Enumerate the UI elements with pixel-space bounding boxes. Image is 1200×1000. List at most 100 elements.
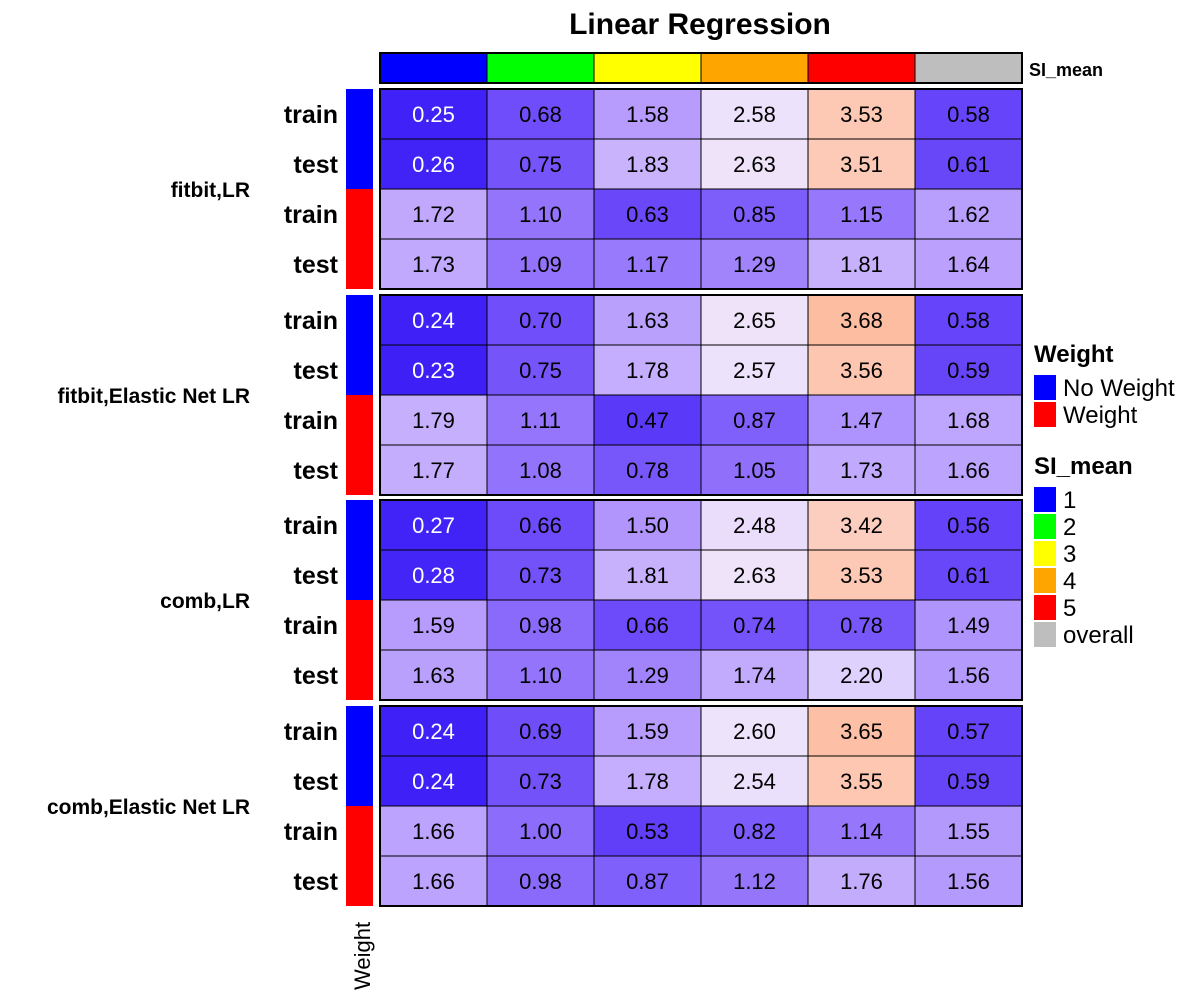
cell-value-label: 0.58	[947, 102, 990, 127]
weight-annotation-cell	[346, 445, 373, 495]
heatmap-cell	[593, 188, 702, 240]
cell-value-label: 1.55	[947, 819, 990, 844]
row-label: test	[294, 868, 339, 896]
heatmap-cell	[379, 394, 488, 446]
cell-value-label: 0.27	[412, 513, 455, 538]
cell-value-label: 1.66	[947, 458, 990, 483]
cell-value-label: 0.58	[947, 308, 990, 333]
cell-value-label: 1.58	[626, 102, 669, 127]
cell-value-label: 1.56	[947, 663, 990, 688]
column-annotation-label: SI_mean	[1029, 60, 1103, 80]
weight-annotation-cell	[346, 706, 373, 756]
cell-value-label: 0.78	[840, 613, 883, 638]
cell-value-label: 3.51	[840, 152, 883, 177]
weight-annotation-cell	[346, 239, 373, 289]
heatmap-cell	[379, 705, 488, 757]
group-label: fitbit,LR	[171, 179, 250, 202]
cell-value-label: 0.57	[947, 719, 990, 744]
weight-annotation-cell	[346, 650, 373, 700]
legend-item-label: No Weight	[1063, 375, 1175, 402]
cell-value-label: 0.56	[947, 513, 990, 538]
heatmap-cell	[700, 444, 809, 496]
legend-swatch	[1034, 375, 1056, 400]
row-label: train	[284, 718, 338, 746]
cell-value-label: 3.68	[840, 308, 883, 333]
cell-value-label: 1.63	[412, 663, 455, 688]
si-mean-column-annotation	[379, 52, 1023, 84]
cell-value-label: 2.20	[840, 663, 883, 688]
weight-annotation-cell	[346, 189, 373, 239]
cell-value-label: 0.75	[519, 358, 562, 383]
group-border	[379, 88, 1023, 290]
cell-value-label: 1.50	[626, 513, 669, 538]
cell-value-label: 1.17	[626, 252, 669, 277]
group-label: comb,LR	[160, 590, 250, 613]
cell-value-label: 1.10	[519, 202, 562, 227]
cell-value-label: 1.29	[626, 663, 669, 688]
cell-value-label: 0.82	[733, 819, 776, 844]
heatmap-cell	[593, 549, 702, 601]
heatmap-cell	[700, 344, 809, 396]
cell-value-label: 0.25	[412, 102, 455, 127]
legend-item-label: 1	[1063, 487, 1076, 514]
heatmap-cell	[486, 649, 595, 701]
row-label: test	[294, 151, 339, 179]
heatmap-cell	[593, 344, 702, 396]
row-group: comb,Elastic Net LR train 0.24 0.69 1.59 2.60…	[47, 705, 1023, 907]
cell-value-label: 0.70	[519, 308, 562, 333]
cell-value-label: 0.74	[733, 613, 776, 638]
row-label: train	[284, 201, 338, 229]
cell-value-label: 1.00	[519, 819, 562, 844]
weight-annotation-cell	[346, 756, 373, 806]
weight-annotation-cell	[346, 856, 373, 906]
cell-value-label: 0.23	[412, 358, 455, 383]
cell-value-label: 0.98	[519, 869, 562, 894]
legend-swatch	[1034, 622, 1056, 647]
chart-title: Linear Regression	[569, 8, 831, 41]
heatmap-cell	[379, 344, 488, 396]
cell-value-label: 2.48	[733, 513, 776, 538]
heatmap-cell	[700, 855, 809, 907]
legend-item-label: overall	[1063, 622, 1134, 649]
cell-value-label: 1.56	[947, 869, 990, 894]
legend-swatch	[1034, 402, 1056, 427]
cell-value-label: 1.12	[733, 869, 776, 894]
cell-value-label: 0.63	[626, 202, 669, 227]
weight-annotation-cell	[346, 395, 373, 445]
cell-value-label: 0.24	[412, 769, 455, 794]
cell-value-label: 1.59	[412, 613, 455, 638]
cell-value-label: 1.79	[412, 408, 455, 433]
column-annotation-cell-5	[807, 52, 916, 84]
cell-value-label: 3.55	[840, 769, 883, 794]
heatmap-cell	[700, 88, 809, 140]
cell-value-label: 0.61	[947, 563, 990, 588]
cell-value-label: 3.53	[840, 563, 883, 588]
cell-value-label: 0.26	[412, 152, 455, 177]
cell-value-label: 3.65	[840, 719, 883, 744]
cell-value-label: 1.68	[947, 408, 990, 433]
cell-value-label: 0.59	[947, 358, 990, 383]
heatmap-cell	[379, 755, 488, 807]
heatmap-cell	[914, 855, 1023, 907]
row-label: train	[284, 612, 338, 640]
cell-value-label: 1.62	[947, 202, 990, 227]
legend-item-label: 2	[1063, 514, 1076, 541]
row-annotation-axis-label: Weight	[350, 922, 375, 990]
group-border	[379, 705, 1023, 907]
cell-value-label: 0.68	[519, 102, 562, 127]
legend-title: Weight	[1034, 341, 1114, 368]
cell-value-label: 1.15	[840, 202, 883, 227]
legend-swatch	[1034, 487, 1056, 512]
heatmap-cell	[807, 344, 916, 396]
row-label: test	[294, 457, 339, 485]
legend-swatch	[1034, 595, 1056, 620]
cell-value-label: 1.66	[412, 869, 455, 894]
heatmap-cell	[700, 138, 809, 190]
heatmap-cell	[914, 549, 1023, 601]
heatmap-cell	[914, 499, 1023, 551]
cell-value-label: 3.56	[840, 358, 883, 383]
column-annotation-cell-overall	[914, 52, 1023, 84]
